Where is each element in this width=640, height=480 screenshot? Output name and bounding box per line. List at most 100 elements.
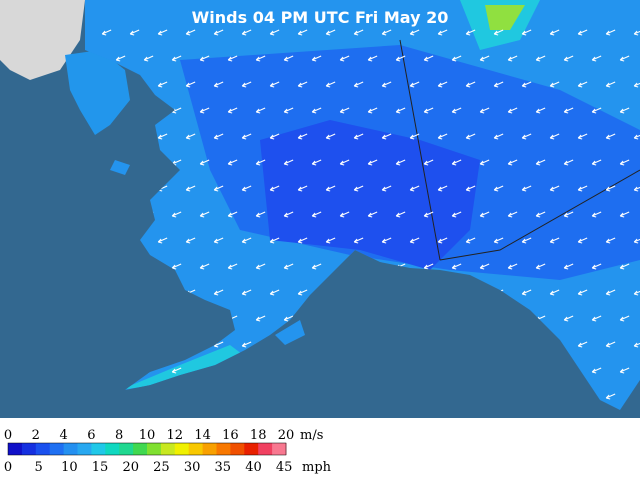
wind-arrow	[451, 107, 462, 114]
ms-tick-label: 10	[139, 428, 156, 443]
wind-arrow	[619, 55, 630, 62]
wind-arrow	[549, 289, 560, 296]
wind-arrow	[339, 159, 350, 166]
wind-arrow	[493, 81, 504, 88]
wind-arrow	[199, 55, 210, 62]
wind-arrow	[311, 159, 322, 166]
wind-arrow	[423, 55, 434, 62]
wind-arrow	[619, 367, 630, 374]
wind-arrow	[633, 81, 640, 88]
color-swatch	[188, 443, 204, 455]
wind-arrow	[283, 211, 294, 218]
wind-arrow	[409, 185, 420, 192]
wind-arrow	[269, 185, 280, 192]
wind-arrow	[633, 237, 640, 244]
wind-arrow	[633, 289, 640, 296]
wind-arrow	[451, 55, 462, 62]
wind-arrow	[591, 315, 602, 322]
wind-arrow	[577, 237, 588, 244]
wind-arrow	[409, 133, 420, 140]
color-swatch	[49, 443, 65, 455]
wind-arrow	[619, 159, 630, 166]
colorbar-frame	[7, 442, 287, 456]
wind-arrow	[465, 185, 476, 192]
color-swatch	[230, 443, 245, 455]
wind-arrow	[605, 81, 616, 88]
wind-arrow	[185, 29, 196, 36]
wind-arrow	[171, 55, 182, 62]
wind-arrow	[213, 133, 224, 140]
wind-arrow	[493, 133, 504, 140]
wind-arrow	[465, 133, 476, 140]
wind-arrow	[465, 237, 476, 244]
wind-arrow	[255, 55, 266, 62]
wind-arrow	[185, 237, 196, 244]
wind-arrow	[241, 341, 252, 348]
wind-arrow	[521, 133, 532, 140]
wind-arrow	[157, 133, 168, 140]
wind-arrow	[381, 29, 392, 36]
wind-arrow	[549, 81, 560, 88]
wind-arrow	[255, 159, 266, 166]
wind-arrow	[241, 81, 252, 88]
wind-arrow	[311, 263, 322, 270]
wind-arrow	[199, 211, 210, 218]
wind-arrow	[269, 289, 280, 296]
color-swatch	[77, 443, 92, 455]
wind-arrow	[311, 107, 322, 114]
color-swatch	[160, 443, 176, 455]
color-swatch	[258, 443, 273, 455]
wind-arrow	[269, 133, 280, 140]
wind-arrow	[227, 159, 238, 166]
color-swatch	[216, 443, 231, 455]
wind-arrow	[185, 133, 196, 140]
wind-arrow	[409, 29, 420, 36]
wind-arrow	[423, 263, 434, 270]
wind-arrow	[297, 237, 308, 244]
wind-arrow	[423, 107, 434, 114]
wind-arrow	[213, 237, 224, 244]
wind-arrow	[591, 107, 602, 114]
wind-arrow	[339, 211, 350, 218]
mph-tick-label: 20	[122, 460, 139, 475]
wind-arrow	[437, 81, 448, 88]
ms-unit: m/s	[300, 428, 323, 443]
mph-tick-label: 5	[35, 460, 43, 475]
wind-arrow	[591, 55, 602, 62]
wind-arrow	[199, 107, 210, 114]
wind-arrow	[227, 107, 238, 114]
wind-arrow	[325, 29, 336, 36]
wind-arrow	[521, 185, 532, 192]
wind-arrow	[521, 29, 532, 36]
wind-arrow	[605, 289, 616, 296]
wind-arrow	[199, 159, 210, 166]
wind-arrow	[353, 29, 364, 36]
wind-arrow	[297, 133, 308, 140]
wind-arrow	[577, 289, 588, 296]
wind-arrow	[171, 367, 182, 374]
wind-arrow	[591, 263, 602, 270]
wind-arrow	[353, 133, 364, 140]
ms-tick-label: 20	[278, 428, 295, 443]
wind-arrow	[143, 55, 154, 62]
color-swatch	[272, 443, 287, 455]
color-swatch	[174, 443, 190, 455]
wind-arrow	[395, 211, 406, 218]
wind-arrow	[577, 81, 588, 88]
wind-arrow	[451, 211, 462, 218]
wind-arrow	[479, 211, 490, 218]
ms-tick-label: 2	[32, 428, 40, 443]
wind-arrow	[535, 263, 546, 270]
wind-arrow	[507, 159, 518, 166]
wind-arrow	[549, 185, 560, 192]
wind-arrow	[577, 341, 588, 348]
wind-arrow	[437, 29, 448, 36]
wind-arrow	[353, 237, 364, 244]
wind-arrow	[619, 211, 630, 218]
wind-arrow	[423, 211, 434, 218]
border	[399, 39, 640, 261]
wind-arrow	[255, 263, 266, 270]
wind-arrows	[87, 29, 640, 400]
wind-arrow	[591, 367, 602, 374]
